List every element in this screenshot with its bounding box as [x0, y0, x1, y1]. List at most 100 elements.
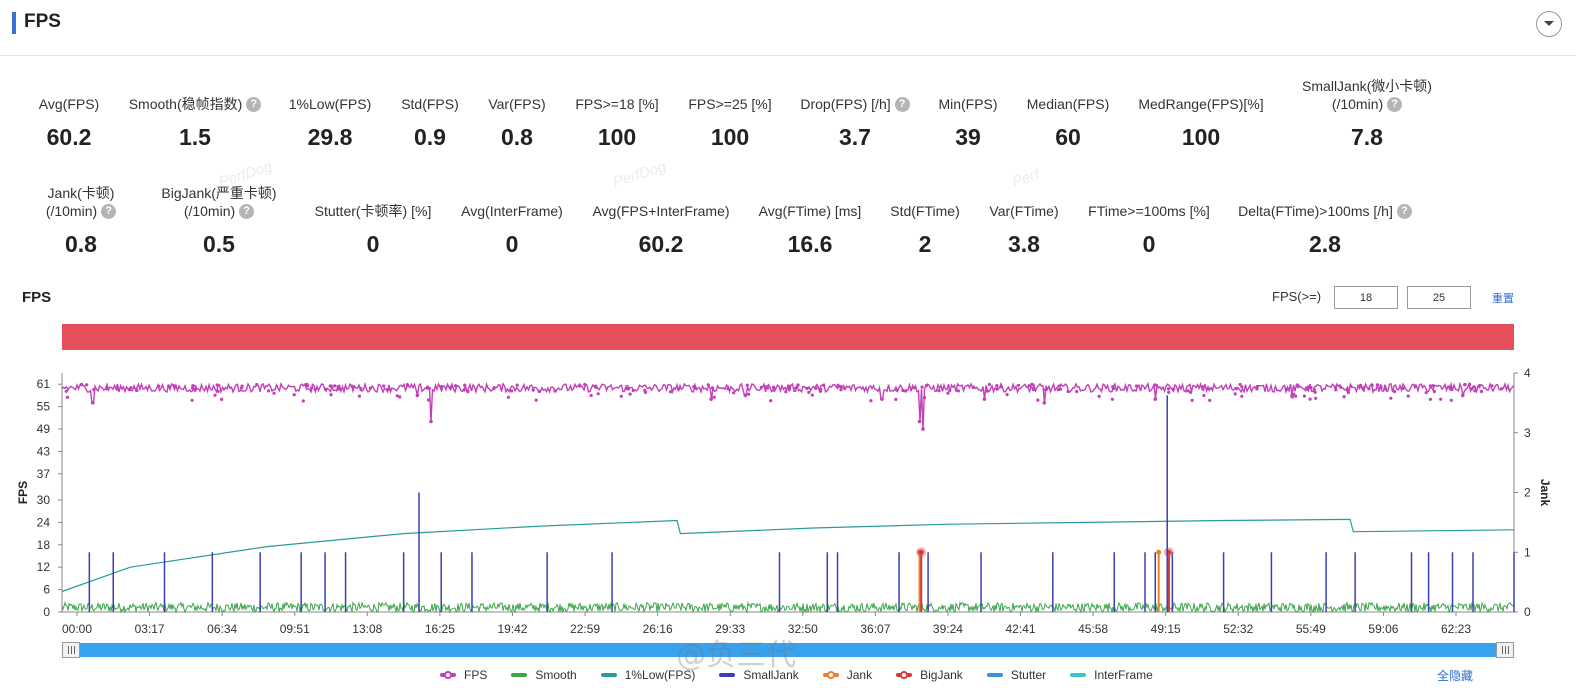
zoom-handle-left[interactable]: [62, 642, 80, 658]
help-icon[interactable]: ?: [239, 203, 255, 219]
fps-point: [301, 399, 305, 403]
fps-point: [987, 382, 992, 387]
legend-item-fps[interactable]: FPS: [440, 668, 487, 682]
fps-point: [506, 395, 510, 399]
legend-item-smooth[interactable]: Smooth: [511, 668, 577, 682]
metric-value: 100: [597, 124, 637, 150]
fps-point: [677, 387, 681, 391]
fps-point: [1110, 397, 1114, 401]
legend-item-smalljank[interactable]: SmallJank: [719, 668, 799, 682]
x-tick-label: 03:17: [135, 622, 165, 636]
metric-label-text: Drop(FPS) [/h]: [800, 96, 891, 112]
help-icon[interactable]: ?: [1387, 96, 1403, 112]
y-axis-title: FPS: [16, 481, 30, 504]
legend-label: Stutter: [1010, 668, 1047, 682]
fps-point: [836, 383, 840, 387]
fps-point: [1057, 384, 1061, 388]
metric-label: Drop(FPS) [/h]?: [745, 95, 965, 113]
y2-tick-label: 3: [1524, 426, 1531, 440]
metric-value: 2.8: [1309, 231, 1341, 257]
fps-point: [1240, 385, 1244, 389]
y2-axis-title: Jank: [1538, 479, 1552, 507]
fps-point: [839, 385, 843, 389]
fps-point: [904, 389, 908, 393]
fps-point: [510, 389, 514, 393]
help-icon[interactable]: ?: [1396, 203, 1412, 219]
fps-point: [1450, 388, 1454, 392]
collapse-button[interactable]: [1536, 11, 1562, 37]
legend-marker-icon: [826, 671, 835, 679]
fps-point: [462, 388, 466, 392]
fps-point: [266, 389, 271, 393]
x-tick-label: 62:23: [1441, 622, 1471, 636]
fps-point: [135, 388, 139, 393]
fps-point: [167, 384, 171, 389]
x-tick-label: 55:49: [1296, 622, 1326, 636]
legend-item-jank[interactable]: Jank: [822, 668, 873, 682]
fps-point: [999, 385, 1004, 389]
legend-item-stutter[interactable]: Stutter: [986, 668, 1047, 682]
y-tick-label: 18: [37, 538, 51, 552]
x-tick-label: 49:15: [1151, 622, 1181, 636]
y2-tick-label: 2: [1524, 486, 1531, 500]
fps-point: [901, 388, 905, 393]
fps-threshold-label: FPS(>=): [1272, 289, 1322, 304]
fps-point: [1031, 388, 1036, 392]
fps-point: [794, 386, 798, 390]
legend-item-1-low-fps-[interactable]: 1%Low(FPS): [600, 668, 695, 682]
metric-label-text: FPS>=25 [%]: [688, 96, 772, 112]
fps-point: [1240, 394, 1244, 398]
reset-link[interactable]: 重置: [1492, 293, 1514, 305]
legend-item-interframe[interactable]: InterFrame: [1070, 668, 1153, 682]
help-icon[interactable]: ?: [101, 203, 117, 219]
hide-all-link[interactable]: 全隐藏: [1437, 669, 1474, 683]
zoom-handle-right[interactable]: [1496, 642, 1514, 658]
fps-point: [810, 393, 814, 397]
fps-point: [1066, 389, 1070, 394]
legend-marker-icon: [444, 671, 452, 679]
legend-item-bigjank[interactable]: BigJank: [896, 668, 963, 682]
help-icon[interactable]: ?: [894, 96, 910, 112]
metric-metrics_row2-5: Avg(FTime) [ms] 16.6: [700, 202, 920, 258]
fps-threshold-input-1[interactable]: [1334, 286, 1398, 309]
zoom-slider[interactable]: [62, 642, 1514, 658]
metric-label: Delta(FTime)>100ms [/h]?: [1215, 202, 1435, 220]
metric-label: Stutter(卡顿率) [%]: [263, 202, 483, 220]
fps-point: [805, 386, 809, 390]
metric-label-text: Std(FPS): [401, 96, 459, 112]
fps-point: [80, 382, 84, 386]
fps-point: [1339, 385, 1343, 389]
y-tick-label: 37: [37, 467, 51, 481]
metric-label-text: Var(FPS): [488, 96, 546, 112]
x-tick-label: 06:34: [207, 622, 237, 636]
fps-point: [255, 382, 259, 387]
fps-point: [537, 389, 541, 394]
metric-label-text: FPS>=18 [%]: [575, 96, 659, 112]
metric-label-text: 1%Low(FPS): [288, 96, 372, 112]
y-tick-label: 61: [37, 377, 51, 391]
legend-label: BigJank: [920, 668, 963, 682]
legend-swatch-icon: [986, 673, 1003, 677]
metric-label: Var(FTime): [914, 202, 1134, 220]
fps-point: [1296, 384, 1300, 389]
fps-dip-point: [415, 393, 420, 398]
x-tick-label: 19:42: [497, 622, 527, 636]
fps-point: [1424, 391, 1428, 395]
fps-point: [985, 389, 990, 393]
legend-marker-icon: [900, 671, 909, 679]
metric-label-text: Jank(卡顿): [47, 185, 115, 201]
metric-label-line2: (/10min)?: [1257, 95, 1477, 113]
fps-point: [190, 386, 195, 390]
fps-threshold-input-2[interactable]: [1407, 286, 1471, 309]
metric-value: 0.8: [65, 231, 97, 257]
y2-tick-label: 4: [1524, 366, 1531, 380]
legend-swatch-icon: [511, 673, 528, 677]
legend-label: Jank: [846, 668, 873, 682]
fps-point: [995, 387, 1000, 391]
metric-value: 0.8: [501, 124, 533, 150]
fps-point: [1468, 382, 1472, 387]
help-icon[interactable]: ?: [246, 96, 262, 112]
metric-metrics_row1-11: SmallJank(微小卡顿) (/10min)? 7.8: [1257, 77, 1477, 151]
metric-metrics_row2-2: Stutter(卡顿率) [%] 0: [263, 202, 483, 258]
